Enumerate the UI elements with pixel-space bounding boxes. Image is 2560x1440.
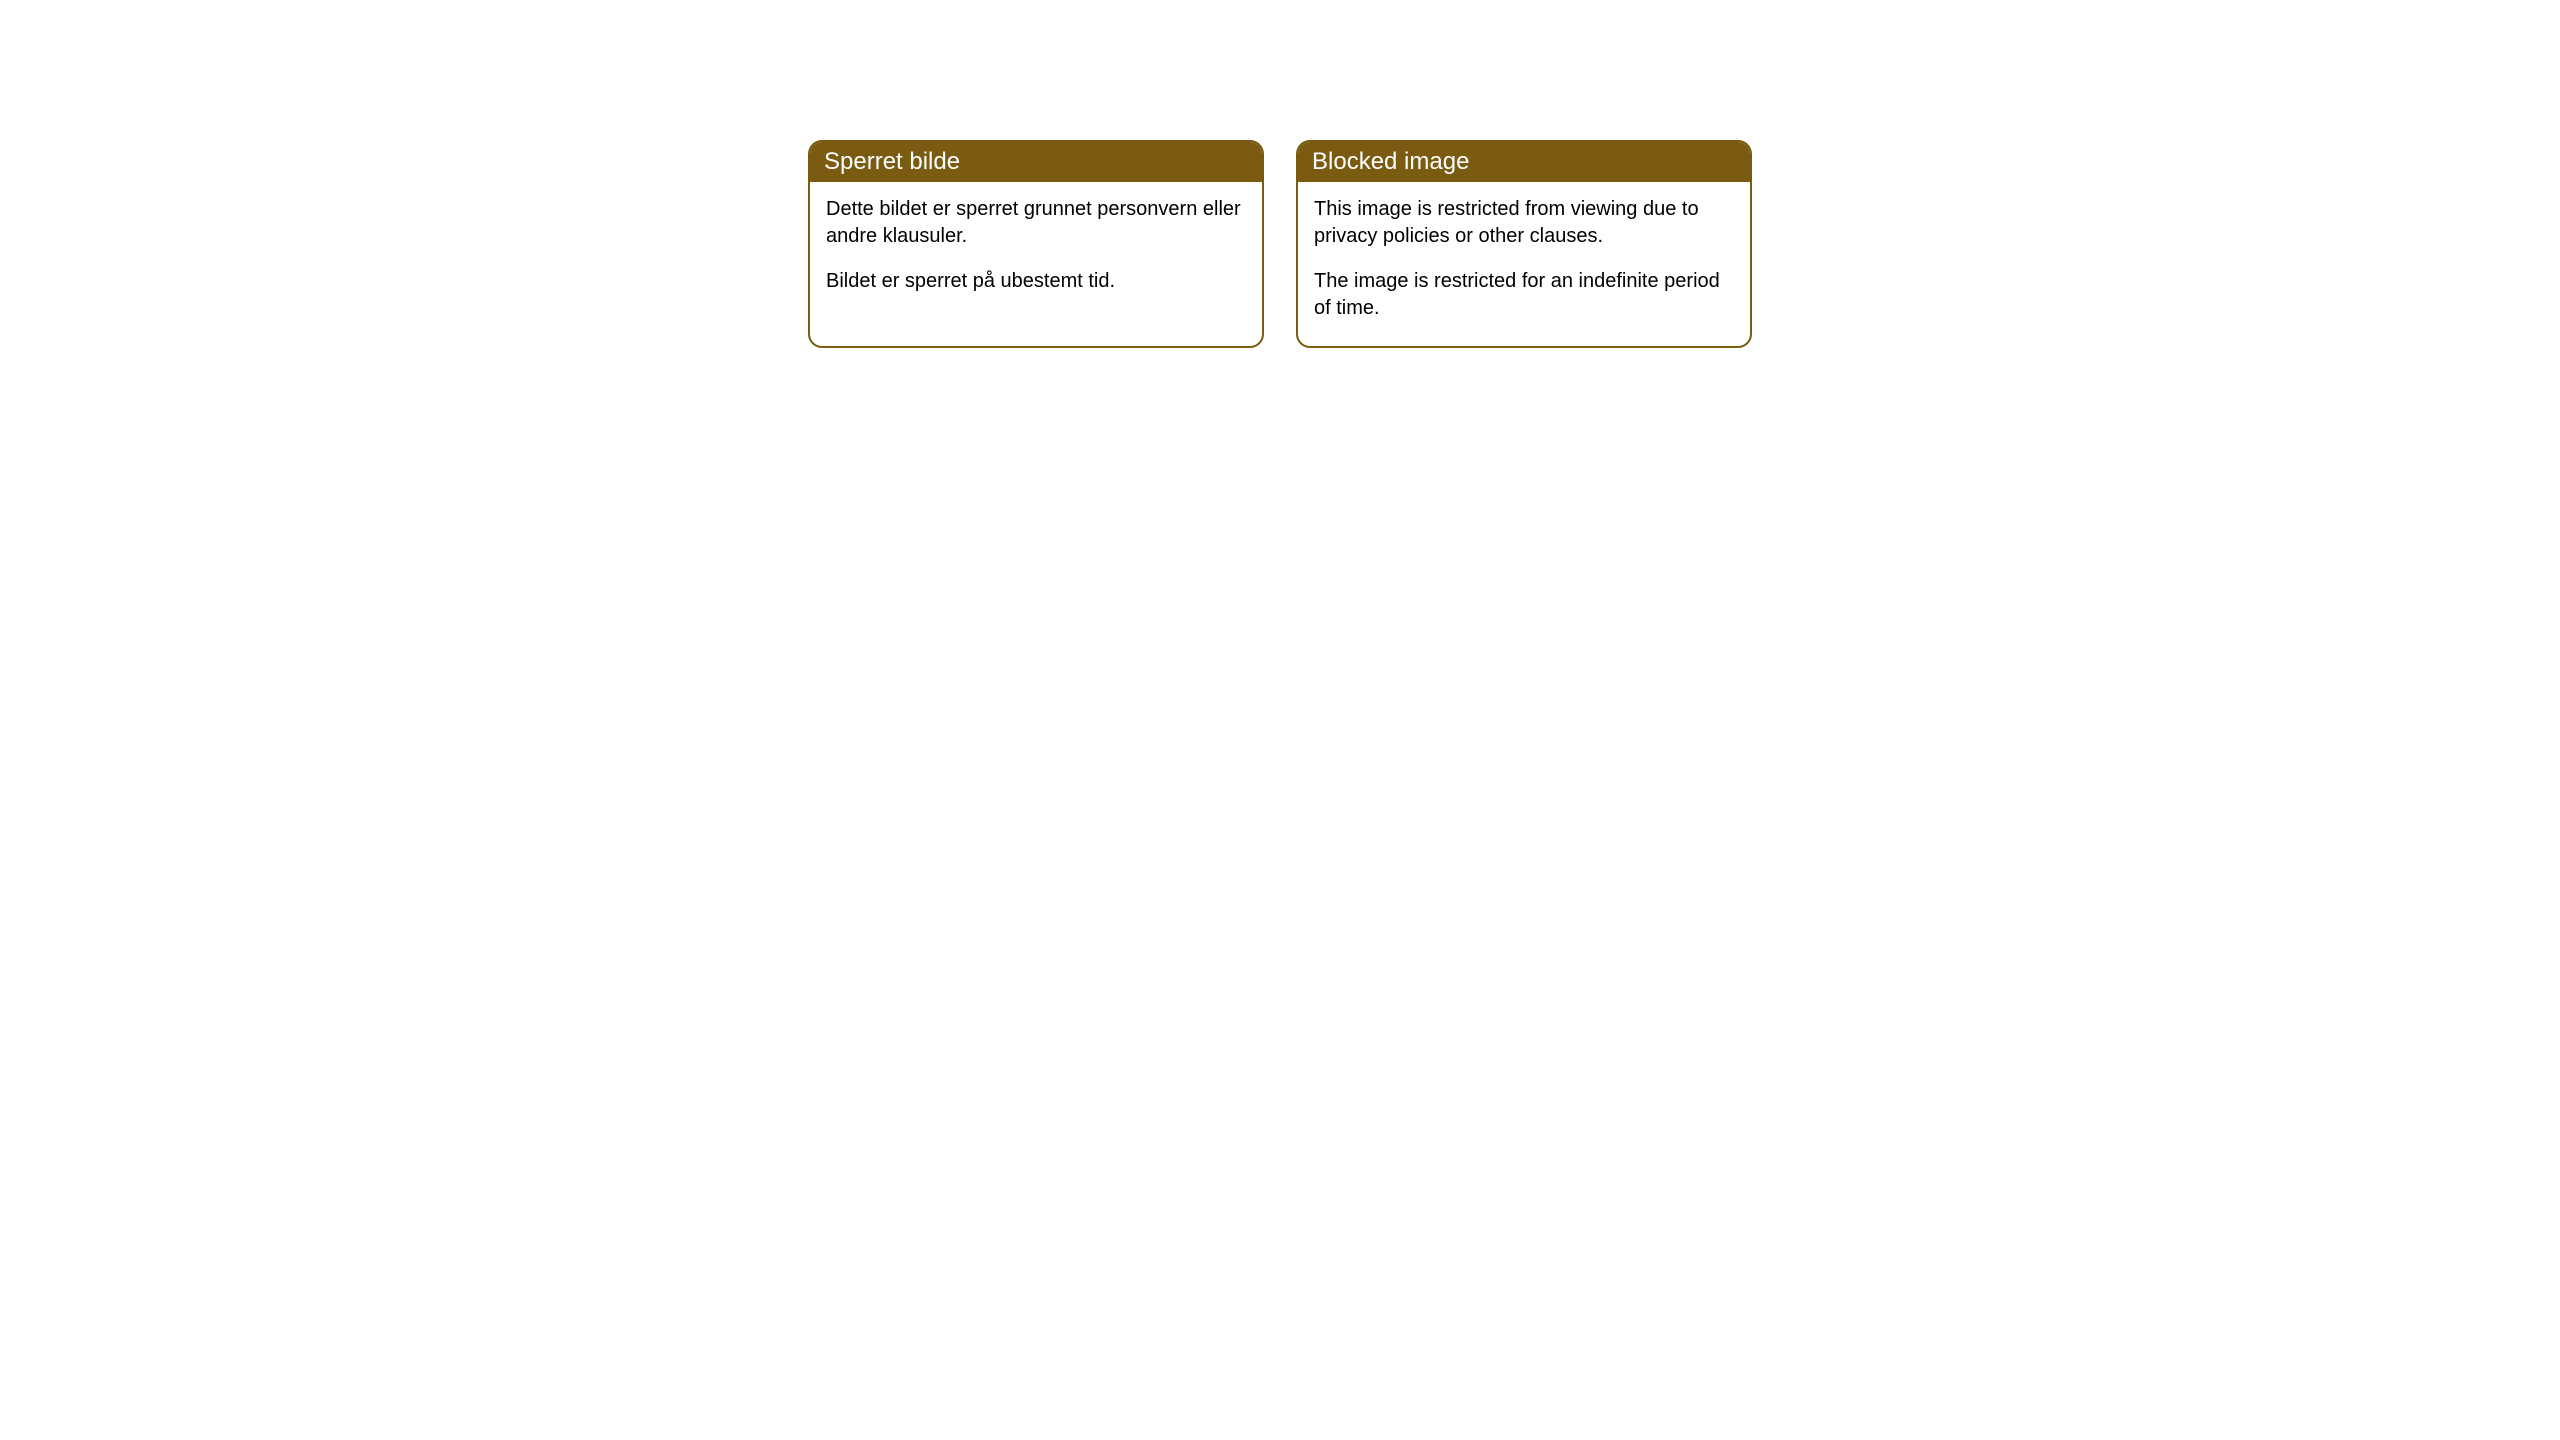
card-title: Blocked image — [1312, 148, 1469, 175]
card-header-english: Blocked image — [1298, 142, 1750, 182]
card-paragraph-2: Bildet er sperret på ubestemt tid. — [826, 268, 1246, 295]
card-paragraph-2: The image is restricted for an indefinit… — [1314, 268, 1734, 322]
notice-card-norwegian: Sperret bilde Dette bildet er sperret gr… — [808, 140, 1264, 348]
notice-cards-container: Sperret bilde Dette bildet er sperret gr… — [0, 140, 2560, 348]
card-paragraph-1: Dette bildet er sperret grunnet personve… — [826, 196, 1246, 250]
card-body-english: This image is restricted from viewing du… — [1298, 182, 1750, 346]
card-body-norwegian: Dette bildet er sperret grunnet personve… — [810, 182, 1262, 319]
card-title: Sperret bilde — [824, 148, 960, 175]
card-header-norwegian: Sperret bilde — [810, 142, 1262, 182]
notice-card-english: Blocked image This image is restricted f… — [1296, 140, 1752, 348]
card-paragraph-1: This image is restricted from viewing du… — [1314, 196, 1734, 250]
